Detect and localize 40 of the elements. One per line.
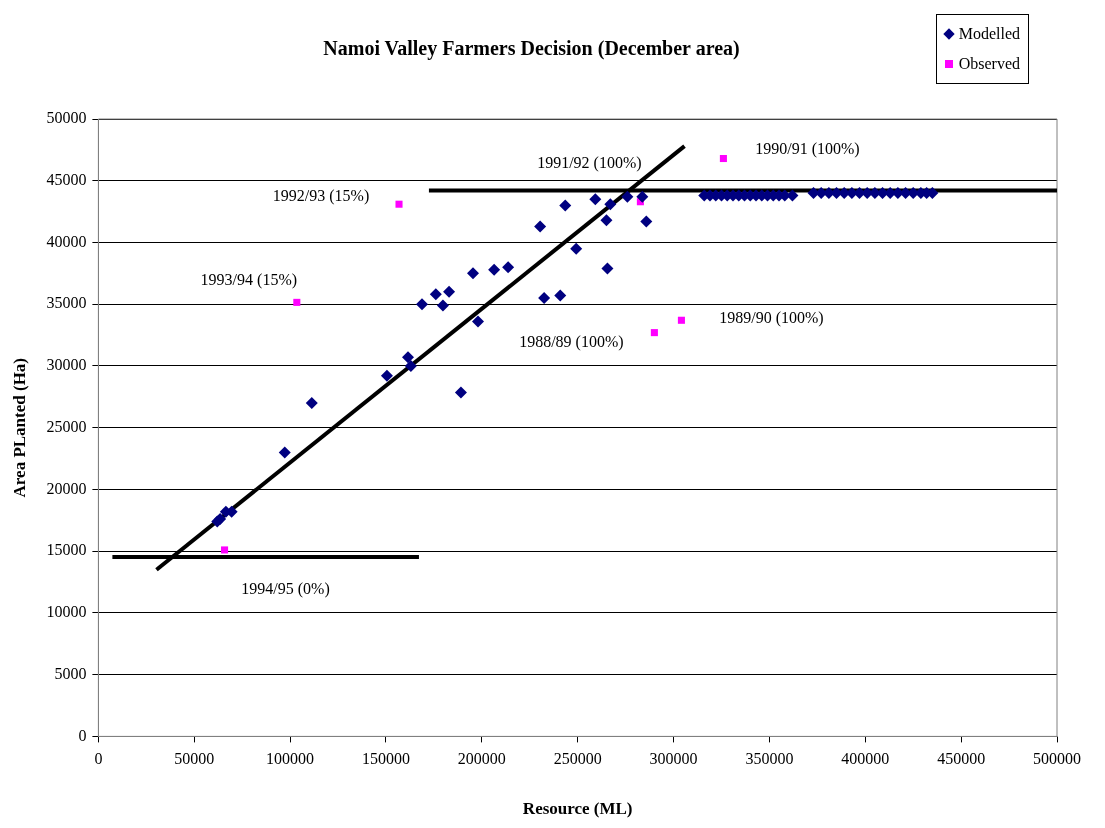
legend-label: Modelled <box>957 24 1020 44</box>
annotation: 1988/89 (100%) <box>519 332 624 351</box>
point <box>677 316 685 324</box>
x-tick-label: 400000 <box>841 750 890 768</box>
point <box>719 154 727 163</box>
annotation: 1990/91 (100%) <box>755 139 860 158</box>
x-axis-title: Resource (ML) <box>522 799 633 819</box>
x-tick-label: 100000 <box>266 750 315 768</box>
annotation: 1989/90 (100%) <box>719 309 824 328</box>
y-tick-label: 30000 <box>46 356 87 374</box>
y-tick-label: 25000 <box>46 417 87 435</box>
x-tick-label: 450000 <box>937 750 986 768</box>
point <box>650 329 658 337</box>
x-tick-label: 250000 <box>553 750 602 768</box>
point <box>293 298 301 306</box>
y-tick-label: 15000 <box>46 541 87 559</box>
y-tick-label: 35000 <box>46 294 87 312</box>
y-tick-label: 5000 <box>54 664 87 682</box>
y-axis-title: Area PLanted (Ha) <box>9 357 29 498</box>
y-tick-label: 50000 <box>46 109 87 127</box>
annotation: 1994/95 (0%) <box>241 580 330 599</box>
annotation: 1991/92 (100%) <box>537 153 642 172</box>
x-tick-label: 150000 <box>361 750 410 768</box>
chart-title: Namoi Valley Farmers Decision (December area) <box>323 37 740 61</box>
x-tick-label: 200000 <box>457 750 506 768</box>
point <box>395 200 403 208</box>
y-tick-label: 0 <box>78 726 87 744</box>
x-tick-label: 350000 <box>745 750 794 768</box>
y-tick-label: 45000 <box>46 170 87 188</box>
x-tick-label: 0 <box>94 750 103 768</box>
x-tick-label: 300000 <box>649 750 698 768</box>
legend-label: Observed <box>957 54 1020 74</box>
annotation: 1993/94 (15%) <box>200 270 298 289</box>
point <box>221 546 229 554</box>
x-tick-label: 50000 <box>174 750 215 768</box>
y-tick-label: 10000 <box>46 603 87 621</box>
y-tick-label: 40000 <box>46 232 87 250</box>
y-tick-label: 20000 <box>46 479 87 497</box>
x-tick-label: 500000 <box>1033 750 1081 768</box>
annotation: 1992/93 (15%) <box>272 187 370 206</box>
